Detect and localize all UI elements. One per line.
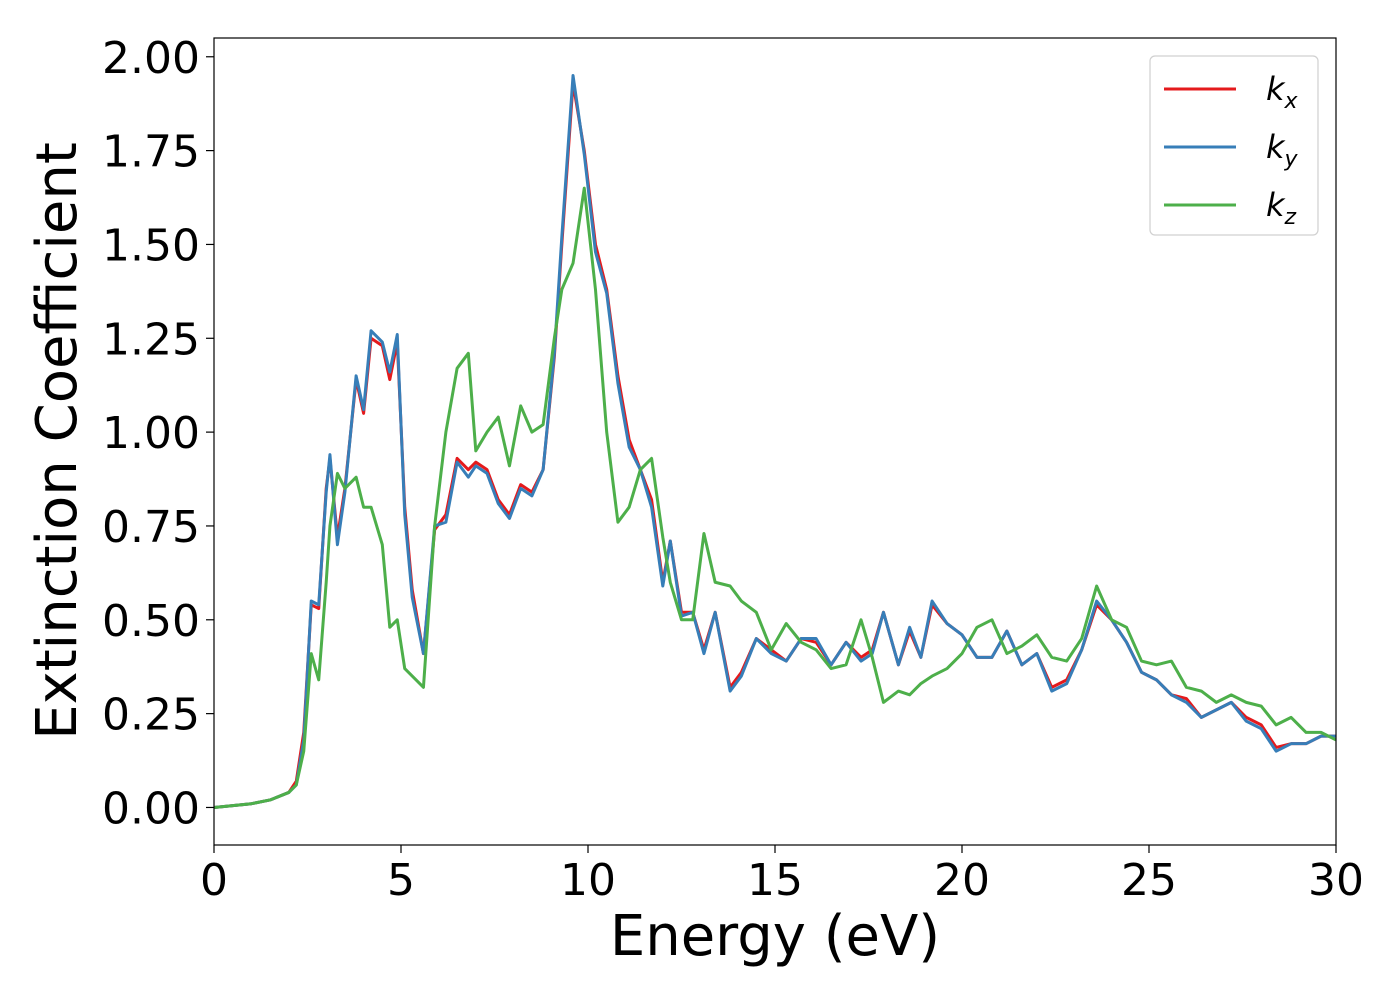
data-line	[214, 186, 1336, 809]
y-tick-label: 2.00	[102, 33, 200, 84]
y-tick-label: 0.50	[102, 596, 200, 647]
x-axis-label: Energy (eV)	[610, 904, 940, 969]
x-tick-label: 5	[387, 855, 415, 906]
y-tick-label: 0.00	[102, 783, 200, 834]
y-tick-label: 1.25	[102, 314, 200, 365]
y-tick-label: 0.25	[102, 690, 200, 741]
x-tick-label: 15	[747, 855, 803, 906]
legend-label: ky	[1266, 128, 1299, 172]
legend-label: kx	[1266, 70, 1299, 114]
y-tick-label: 0.75	[102, 502, 200, 553]
x-tick-label: 30	[1308, 855, 1364, 906]
y-tick-label: 1.50	[102, 220, 200, 271]
x-tick-label: 10	[560, 855, 616, 906]
legend-label: kz	[1266, 186, 1297, 230]
y-axis-label: Extinction Coefficient	[25, 142, 90, 740]
x-tick-label: 20	[934, 855, 990, 906]
x-tick-label: 0	[200, 855, 228, 906]
plot-frame	[213, 37, 1337, 846]
y-tick-label: 1.75	[102, 127, 200, 178]
x-tick-label: 25	[1121, 855, 1177, 906]
y-tick-label: 1.00	[102, 408, 200, 459]
